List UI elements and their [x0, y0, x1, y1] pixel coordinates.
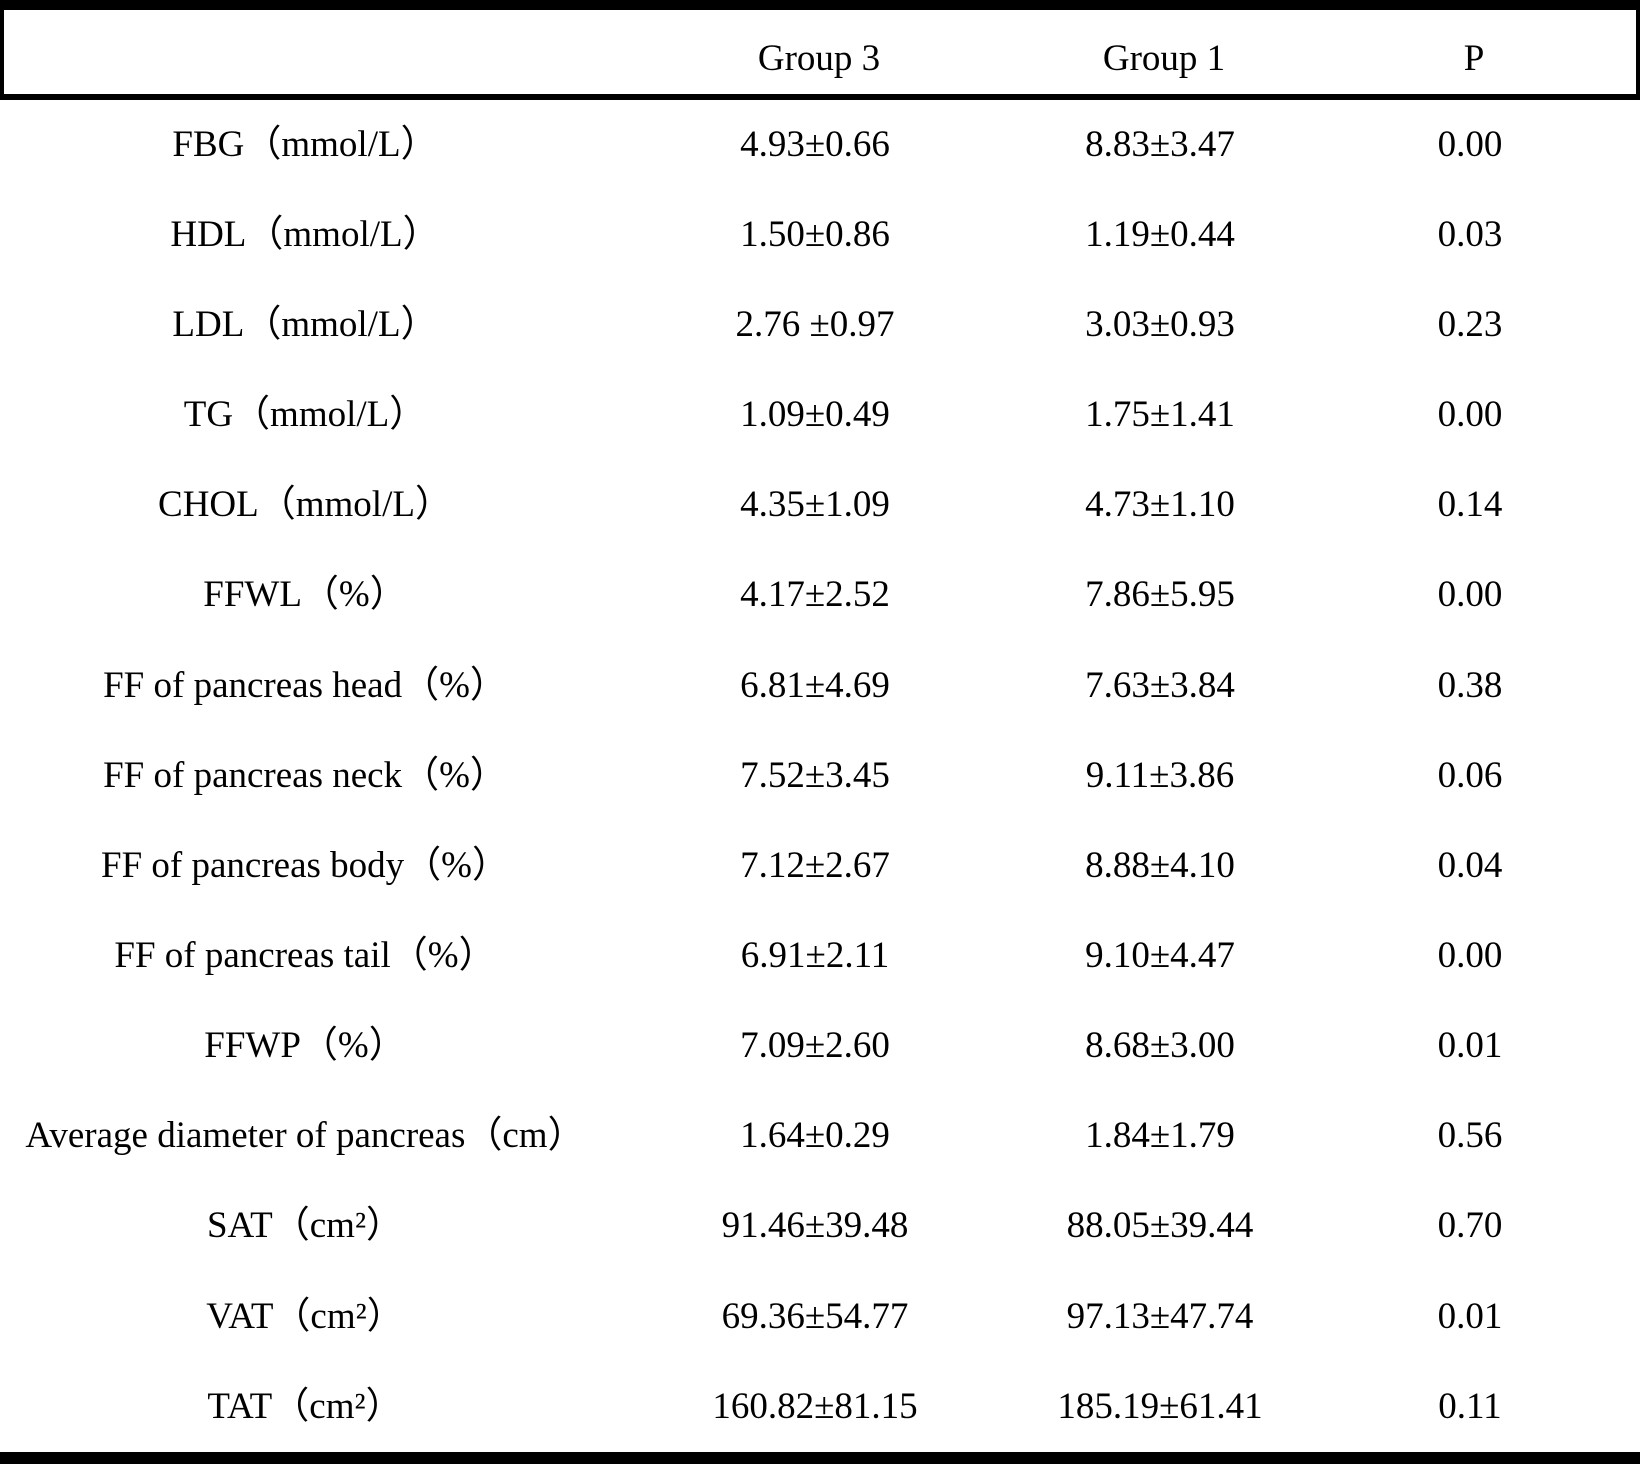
cell-group3: 7.09±2.60 — [740, 1025, 890, 1067]
table-row: CHOL（mmol/L） 4.35±1.09 4.73±1.10 0.14 — [0, 461, 1640, 551]
cell-group3: 7.12±2.67 — [740, 844, 890, 886]
header-group1: Group 1 — [1102, 37, 1226, 79]
cell-group3: 1.64±0.29 — [740, 1115, 890, 1157]
row-label: LDL（mmol/L） — [172, 304, 438, 345]
cell-p: 0.01 — [1437, 1025, 1503, 1067]
cell-group3: 7.52±3.45 — [740, 754, 890, 796]
header-empty-cell — [4, 45, 614, 59]
row-label: FFWL（%） — [203, 574, 407, 616]
table-row: FF of pancreas neck（%） 7.52±3.45 9.11±3.86… — [0, 731, 1640, 821]
cell-p: 0.56 — [1437, 1115, 1503, 1157]
cell-group1: 4.73±1.10 — [1085, 484, 1235, 526]
header-group3: Group 3 — [757, 37, 881, 79]
table-body: FBG（mmol/L） 4.93±0.66 8.83±3.47 0.00 HDL（mmo… — [0, 100, 1640, 1452]
cell-group3: 4.35±1.09 — [740, 484, 890, 526]
cell-group1: 88.05±39.44 — [1066, 1205, 1254, 1247]
row-label: Average diameter of pancreas（cm） — [25, 1115, 585, 1157]
table-row: FFWL（%） 4.17±2.52 7.86±5.95 0.00 — [0, 551, 1640, 641]
cell-group3: 2.76 ±0.97 — [735, 304, 895, 345]
row-label: TAT（cm²） — [207, 1385, 403, 1427]
cell-group1: 8.88±4.10 — [1085, 844, 1235, 886]
cell-p: 0.00 — [1437, 123, 1503, 165]
cell-group1: 1.19±0.44 — [1085, 213, 1235, 255]
table-row: FBG（mmol/L） 4.93±0.66 8.83±3.47 0.00 — [0, 100, 1640, 190]
cell-p: 0.04 — [1437, 844, 1503, 886]
cell-group1: 9.11±3.86 — [1085, 754, 1235, 796]
cell-group1: 3.03±0.93 — [1085, 304, 1235, 345]
cell-p: 0.01 — [1437, 1295, 1503, 1337]
cell-group1: 7.63±3.84 — [1085, 664, 1235, 706]
cell-group1: 1.75±1.41 — [1085, 394, 1235, 436]
cell-group3: 1.50±0.86 — [740, 213, 890, 255]
cell-p: 0.00 — [1437, 934, 1503, 976]
table-row: FF of pancreas tail（%） 6.91±2.11 9.10±4.47… — [0, 911, 1640, 1001]
row-label: VAT（cm²） — [206, 1295, 404, 1337]
row-label: FFWP（%） — [204, 1025, 406, 1067]
cell-group1: 8.83±3.47 — [1085, 123, 1235, 165]
cell-group1: 1.84±1.79 — [1085, 1115, 1235, 1157]
table-row: FF of pancreas body（%） 7.12±2.67 8.88±4.10… — [0, 821, 1640, 911]
table-bottom-rule — [0, 1452, 1640, 1464]
table-row: Average diameter of pancreas（cm） 1.64±0.2… — [0, 1092, 1640, 1182]
table-row: LDL（mmol/L） 2.76 ±0.97 3.03±0.93 0.23 — [0, 280, 1640, 370]
cell-group3: 160.82±81.15 — [712, 1385, 918, 1427]
cell-group1: 7.86±5.95 — [1085, 574, 1235, 616]
header-p-value: P — [1463, 37, 1485, 79]
row-label: CHOL（mmol/L） — [158, 484, 452, 526]
cell-group1: 8.68±3.00 — [1085, 1025, 1235, 1067]
row-label: SAT（cm²） — [206, 1205, 404, 1247]
cell-group3: 4.17±2.52 — [740, 574, 890, 616]
cell-p: 0.14 — [1437, 484, 1503, 526]
row-label: FBG（mmol/L） — [172, 123, 438, 165]
cell-group3: 4.93±0.66 — [740, 123, 890, 165]
cell-p: 0.23 — [1437, 304, 1503, 345]
cell-group3: 91.46±39.48 — [721, 1205, 909, 1247]
row-label: FF of pancreas neck（%） — [103, 754, 507, 796]
cell-group1: 97.13±47.74 — [1066, 1295, 1254, 1337]
cell-group3: 6.81±4.69 — [740, 664, 890, 706]
table-row: HDL（mmol/L） 1.50±0.86 1.19±0.44 0.03 — [0, 190, 1640, 280]
table-row: FF of pancreas head（%） 6.81±4.69 7.63±3.84… — [0, 641, 1640, 731]
cell-group1: 185.19±61.41 — [1057, 1385, 1263, 1427]
cell-p: 0.06 — [1437, 754, 1503, 796]
row-label: FF of pancreas head（%） — [103, 664, 507, 706]
table-row: TG（mmol/L） 1.09±0.49 1.75±1.41 0.00 — [0, 370, 1640, 460]
cell-p: 0.11 — [1438, 1385, 1502, 1427]
cell-p: 0.00 — [1437, 394, 1503, 436]
row-label: TG（mmol/L） — [183, 394, 427, 436]
table-row: VAT（cm²） 69.36±54.77 97.13±47.74 0.01 — [0, 1272, 1640, 1362]
table-header-separator-rule — [0, 94, 1640, 100]
row-label: FF of pancreas tail（%） — [114, 934, 496, 976]
row-label: HDL（mmol/L） — [170, 213, 440, 255]
table-top-rule — [0, 0, 1640, 10]
cell-p: 0.70 — [1437, 1205, 1503, 1247]
cell-group3: 6.91±2.11 — [740, 934, 890, 976]
row-label: FF of pancreas body（%） — [101, 844, 509, 886]
cell-group3: 69.36±54.77 — [721, 1295, 909, 1337]
cell-group3: 1.09±0.49 — [740, 394, 890, 436]
table-header-row: Group 3 Group 1 P — [0, 10, 1640, 94]
cell-p: 0.00 — [1437, 574, 1503, 616]
table-row: TAT（cm²） 160.82±81.15 185.19±61.41 0.11 — [0, 1362, 1640, 1452]
cell-p: 0.38 — [1437, 664, 1503, 706]
table-row: FFWP（%） 7.09±2.60 8.68±3.00 0.01 — [0, 1001, 1640, 1091]
table-row: SAT（cm²） 91.46±39.48 88.05±39.44 0.70 — [0, 1182, 1640, 1272]
cell-group1: 9.10±4.47 — [1085, 934, 1235, 976]
cell-p: 0.03 — [1437, 213, 1503, 255]
